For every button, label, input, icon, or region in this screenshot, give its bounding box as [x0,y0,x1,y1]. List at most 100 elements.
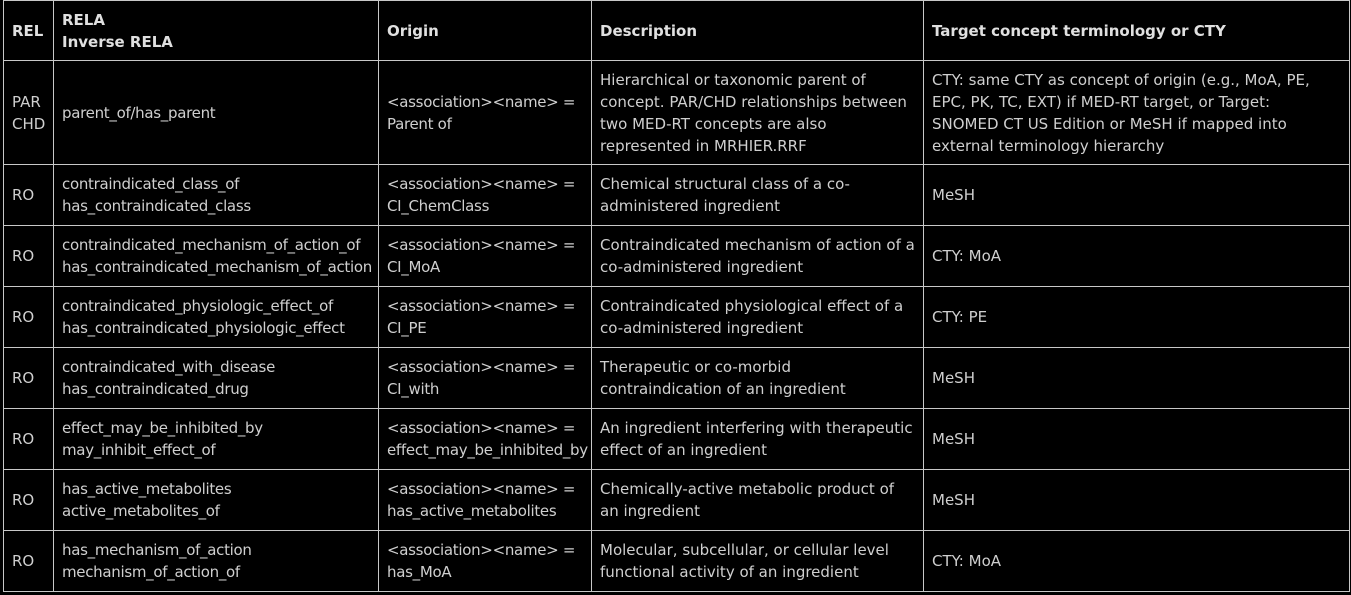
header-rela: RELA Inverse RELA [53,0,379,61]
rela-value: contraindicated_class_of [62,175,240,193]
rel-value: RO [12,491,35,509]
target-text: MeSH [932,186,975,204]
table-row: PAR CHD parent_of/has_parent <association><… [3,60,1350,165]
target-cell: MeSH [923,469,1350,531]
target-text: CTY: PE [932,308,988,326]
origin-value: CI_ChemClass [387,197,490,215]
rela-value: contraindicated_with_disease [62,358,275,376]
description-cell: Therapeutic or co-morbid contraindicatio… [591,347,924,409]
origin-value: CI_MoA [387,258,440,276]
origin-value: CI_PE [387,319,427,337]
target-cell: CTY: MoA [923,530,1350,592]
description-text: Contraindicated physiological effect of … [600,297,904,337]
description-text: Contraindicated mechanism of action of a… [600,236,915,276]
table-row: RO contraindicated_with_disease has_contra… [3,347,1350,409]
rel-cell: RO [3,164,54,226]
rel-value: RO [12,247,35,265]
target-cell: CTY: same CTY as concept of origin (e.g.… [923,60,1350,165]
rela-value: has_active_metabolites [62,480,232,498]
target-cell: CTY: PE [923,286,1350,348]
description-text: Chemically-active metabolic product of a… [600,480,895,520]
header-inverse-rela-label: Inverse RELA [62,32,173,51]
origin-value: <association><name> = [387,419,576,437]
table-row: RO has_mechanism_of_action mechanism_of_ac… [3,530,1350,592]
target-text: CTY: same CTY as concept of origin (e.g.… [932,70,1310,155]
rel-value: RO [12,186,35,204]
rela-cell: contraindicated_class_of has_contraindica… [53,164,379,226]
table-row: RO has_active_metabolites active_metabolit… [3,469,1350,531]
origin-value: has_active_metabolites [387,502,557,520]
description-text: Chemical structural class of a co-admini… [600,175,850,215]
origin-value: effect_may_be_inhibited_by [387,441,588,459]
header-origin: Origin [378,0,592,61]
rel-cell: RO [3,347,54,409]
origin-value: <association><name> = [387,358,576,376]
rel-cell: RO [3,225,54,287]
table-row: RO effect_may_be_inhibited_by may_inhibit_… [3,408,1350,470]
rela-value: contraindicated_mechanism_of_action_of [62,236,361,254]
rel-cell: RO [3,286,54,348]
target-text: MeSH [932,430,975,448]
description-text: An ingredient interfering with therapeut… [600,419,913,459]
table-row: RO contraindicated_class_of has_contraindi… [3,164,1350,226]
rela-value: mechanism_of_action_of [62,563,240,581]
description-text: Hierarchical or taxonomic parent of conc… [600,70,907,155]
target-text: MeSH [932,369,975,387]
rel-cell: PAR CHD [3,60,54,165]
origin-cell: <association><name> = has_active_metaboli… [378,469,592,531]
origin-value: <association><name> = [387,175,576,193]
origin-value: has_MoA [387,563,452,581]
target-text: MeSH [932,491,975,509]
description-cell: An ingredient interfering with therapeut… [591,408,924,470]
header-row: REL RELA Inverse RELA Origin Description… [3,0,1350,61]
rel-cell: RO [3,469,54,531]
rela-value: parent_of/has_parent [62,103,216,122]
header-target: Target concept terminology or CTY [923,0,1350,61]
target-text: CTY: MoA [932,552,1002,570]
table-body: PAR CHD parent_of/has_parent <association><… [3,60,1350,592]
origin-cell: <association><name> = Parent of [378,60,592,165]
table-row: RO contraindicated_mechanism_of_action_of… [3,225,1350,287]
origin-value: CI_with [387,380,440,398]
rela-value: has_contraindicated_class [62,197,251,215]
target-cell: MeSH [923,408,1350,470]
rela-cell: contraindicated_with_disease has_contrain… [53,347,379,409]
description-cell: Chemical structural class of a co-admini… [591,164,924,226]
rel-value: CHD [12,114,46,133]
origin-cell: <association><name> = has_MoA [378,530,592,592]
rel-value: RO [12,308,35,326]
header-rela-label: RELA [62,10,105,29]
rel-cell: RO [3,408,54,470]
rela-value: has_contraindicated_mechanism_of_action [62,258,372,276]
rela-value: contraindicated_physiologic_effect_of [62,297,333,315]
description-cell: Molecular, subcellular, or cellular leve… [591,530,924,592]
rel-cell: RO [3,530,54,592]
origin-cell: <association><name> = CI_with [378,347,592,409]
header-rel: REL [3,0,54,61]
target-cell: MeSH [923,347,1350,409]
rela-value: has_contraindicated_physiologic_effect [62,319,345,337]
rela-cell: has_mechanism_of_action mechanism_of_acti… [53,530,379,592]
rela-value: has_mechanism_of_action [62,541,252,559]
description-cell: Chemically-active metabolic product of a… [591,469,924,531]
origin-value: Parent of [387,114,452,133]
origin-value: <association><name> = [387,92,576,111]
rel-value: PAR [12,92,41,111]
rela-value: effect_may_be_inhibited_by [62,419,263,437]
origin-value: <association><name> = [387,541,576,559]
target-cell: CTY: MoA [923,225,1350,287]
origin-cell: <association><name> = CI_MoA [378,225,592,287]
rela-value: has_contraindicated_drug [62,380,249,398]
header-description: Description [591,0,924,61]
origin-cell: <association><name> = CI_ChemClass [378,164,592,226]
origin-value: <association><name> = [387,297,576,315]
origin-value: <association><name> = [387,236,576,254]
description-text: Therapeutic or co-morbid contraindicatio… [600,358,846,398]
rela-value: may_inhibit_effect_of [62,441,216,459]
rela-cell: effect_may_be_inhibited_by may_inhibit_ef… [53,408,379,470]
rela-cell: parent_of/has_parent [53,60,379,165]
origin-cell: <association><name> = effect_may_be_inhib… [378,408,592,470]
